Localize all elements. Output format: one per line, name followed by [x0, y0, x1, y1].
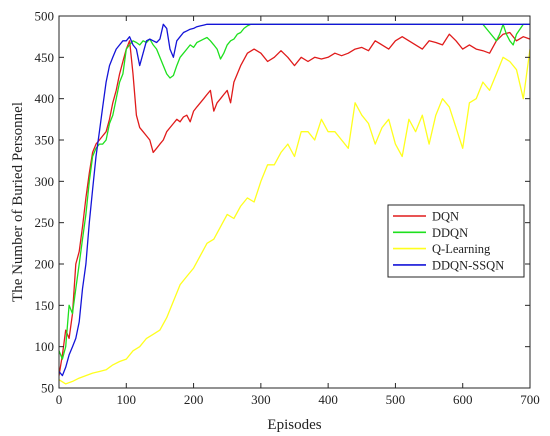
y-tick-label: 50 [41, 381, 54, 396]
x-tick-label: 300 [251, 392, 271, 407]
y-tick-label: 450 [35, 50, 55, 65]
x-tick-label: 0 [56, 392, 63, 407]
series-line-q-learning [59, 49, 530, 385]
series-line-dqn [59, 31, 530, 376]
legend-label-ddqn-ssqn: DDQN-SSQN [432, 258, 504, 272]
series-group [59, 23, 530, 385]
y-tick-label: 400 [35, 91, 55, 106]
y-tick-label: 150 [35, 298, 55, 313]
x-tick-label: 600 [453, 392, 473, 407]
legend-label-dqn: DQN [432, 210, 459, 224]
x-tick-label: 100 [117, 392, 137, 407]
x-tick-label: 400 [318, 392, 338, 407]
y-axis-label: The Number of Buried Personnel [10, 102, 26, 302]
series-line-ddqn-ssqn [59, 23, 530, 377]
y-tick-label: 200 [35, 257, 55, 272]
legend: DQN DDQN Q-Learning DDQN-SSQN [387, 204, 525, 278]
x-axis-label: Episodes [267, 417, 321, 433]
x-tick-label: 500 [386, 392, 406, 407]
legend-label-ddqn: DDQN [432, 226, 468, 240]
y-tick-label: 100 [35, 339, 55, 354]
y-tick-label: 500 [35, 9, 55, 24]
legend-label-q-learning: Q-Learning [432, 242, 491, 256]
plot-background [59, 16, 530, 388]
y-tick-label: 250 [35, 215, 55, 230]
axes-frame [58, 15, 531, 389]
x-tick-label: 200 [184, 392, 204, 407]
x-tick-label: 700 [520, 392, 540, 407]
plot-area [59, 16, 530, 388]
y-tick-label: 300 [35, 174, 55, 189]
axes: 0 100 200 300 400 500 600 700 50 100 150 200 250 300 3… [10, 9, 540, 434]
y-tick-label: 350 [35, 133, 55, 148]
